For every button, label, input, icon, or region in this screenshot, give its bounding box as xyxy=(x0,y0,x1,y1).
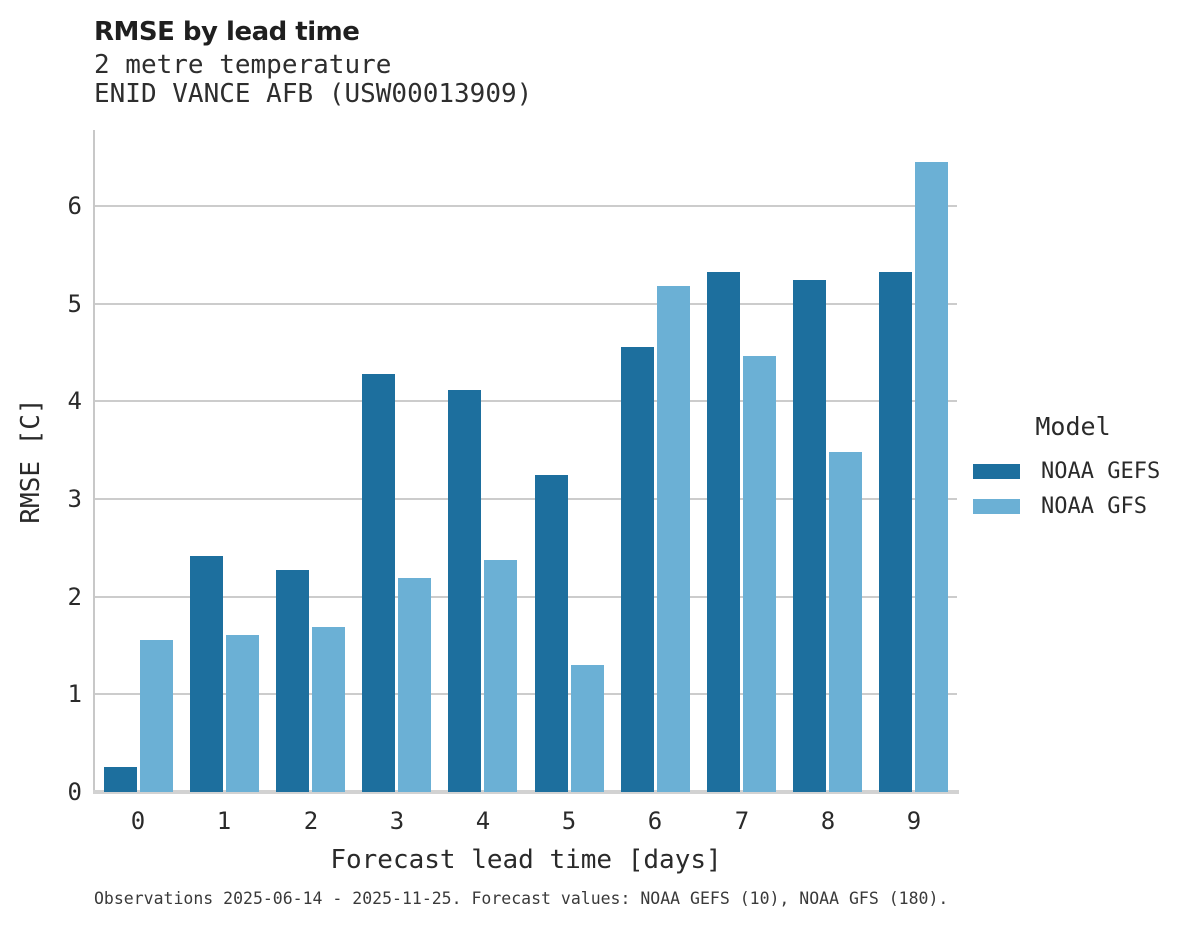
bar-gfs-lead-1 xyxy=(226,635,259,792)
x-tick-label: 4 xyxy=(475,807,491,835)
y-tick-label: 4 xyxy=(67,387,82,415)
x-tick-label: 5 xyxy=(561,807,577,835)
bar-gfs-lead-6 xyxy=(657,286,690,792)
chart-subtitle: 2 metre temperature xyxy=(94,50,392,80)
bar-gefs-lead-1 xyxy=(190,556,223,792)
chart-station: ENID VANCE AFB (USW00013909) xyxy=(94,79,533,109)
y-tick-label: 1 xyxy=(67,680,82,708)
bar-gfs-lead-3 xyxy=(398,578,431,792)
chart-title: RMSE by lead time xyxy=(94,17,360,47)
x-tick-label: 7 xyxy=(734,807,750,835)
bar-gefs-lead-2 xyxy=(276,570,309,792)
gridline-y5 xyxy=(95,302,957,305)
x-tick-label: 0 xyxy=(130,807,146,835)
bar-gefs-lead-9 xyxy=(879,272,912,792)
gridline-y2 xyxy=(95,595,957,598)
legend-title: Model xyxy=(1035,412,1111,441)
bar-gefs-lead-4 xyxy=(448,390,481,792)
bar-gfs-lead-2 xyxy=(312,627,345,792)
legend-item-gefs: NOAA GEFS xyxy=(973,454,1173,489)
y-tick-label: 2 xyxy=(67,583,82,611)
gefs-swatch xyxy=(973,464,1020,479)
gridline-y1 xyxy=(95,693,957,696)
legend: Model NOAA GEFS NOAA GFS xyxy=(973,412,1173,524)
bar-gfs-lead-4 xyxy=(484,560,517,792)
bar-gefs-lead-6 xyxy=(621,347,654,792)
x-tick-label: 8 xyxy=(820,807,836,835)
x-tick-label: 6 xyxy=(647,807,663,835)
y-axis-spine xyxy=(93,130,95,794)
bar-gefs-lead-8 xyxy=(793,280,826,792)
y-tick-label: 3 xyxy=(67,485,82,513)
x-axis-spine xyxy=(93,790,959,794)
x-tick-label: 3 xyxy=(389,807,405,835)
bar-gfs-lead-9 xyxy=(915,162,948,792)
bar-gfs-lead-7 xyxy=(743,356,776,792)
bar-gefs-lead-3 xyxy=(362,374,395,792)
gridline-y6 xyxy=(95,205,957,208)
x-axis-label: Forecast lead time [days] xyxy=(330,845,722,875)
y-tick-label: 0 xyxy=(67,778,82,806)
bar-gefs-lead-7 xyxy=(707,272,740,792)
gridline-y4 xyxy=(95,400,957,403)
bar-gfs-lead-8 xyxy=(829,452,862,792)
y-tick-label: 5 xyxy=(67,290,82,318)
caption: Observations 2025-06-14 - 2025-11-25. Fo… xyxy=(94,889,949,908)
x-tick-label: 2 xyxy=(303,807,319,835)
bar-gfs-lead-5 xyxy=(571,665,604,792)
x-tick-label: 1 xyxy=(216,807,232,835)
bar-gfs-lead-0 xyxy=(140,640,173,792)
x-tick-label: 9 xyxy=(906,807,922,835)
bar-gefs-lead-0 xyxy=(104,767,137,792)
y-tick-label: 6 xyxy=(67,192,82,220)
legend-item-gfs: NOAA GFS xyxy=(973,489,1173,524)
bar-gefs-lead-5 xyxy=(535,475,568,792)
gfs-swatch xyxy=(973,499,1020,514)
gridline-y3 xyxy=(95,498,957,501)
legend-item-label: NOAA GFS xyxy=(1041,494,1147,519)
legend-item-label: NOAA GEFS xyxy=(1041,459,1161,484)
plot-area xyxy=(93,130,959,794)
